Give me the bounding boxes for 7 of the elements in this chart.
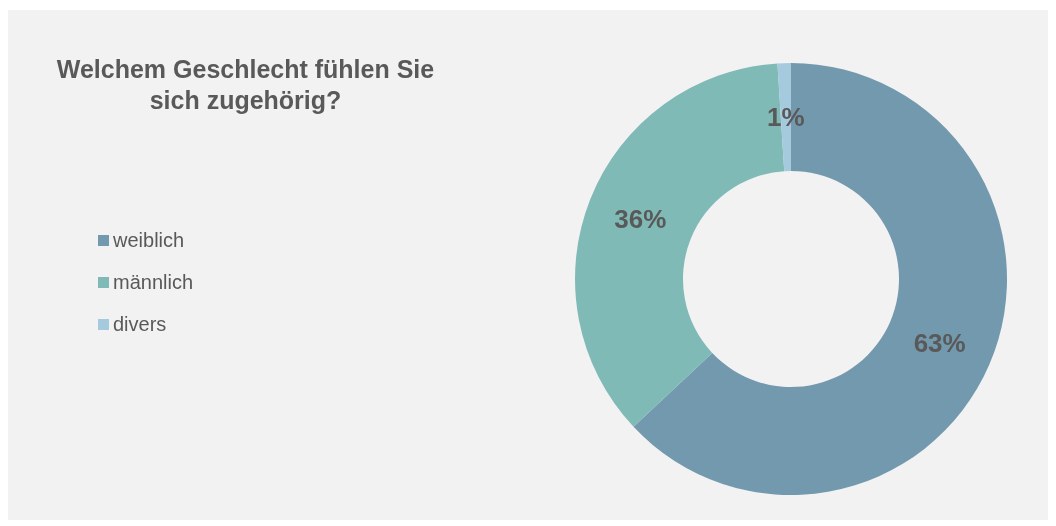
legend-label: weiblich xyxy=(113,228,185,252)
chart-title: Welchem Geschlecht fühlen Sie sich zugehörig? xyxy=(55,54,436,116)
data-label: 63% xyxy=(913,328,966,359)
data-label: 36% xyxy=(614,204,667,235)
data-label: 1% xyxy=(767,102,805,133)
legend-label: männlich xyxy=(113,270,194,294)
legend-label: divers xyxy=(113,312,167,336)
